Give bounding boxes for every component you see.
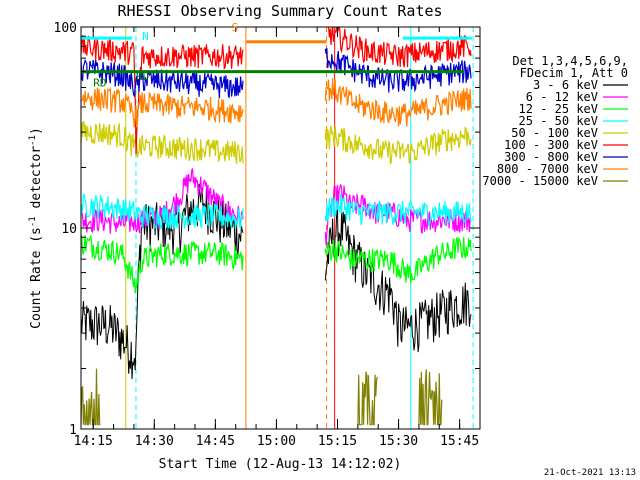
y-label-exponent: -1 [28,216,38,227]
annotation-0: N [142,30,149,43]
legend-label-1: 6 - 12 keV [526,90,598,104]
series-line-5 [81,27,472,155]
x-axis-label: Start Time (12-Aug-13 14:12:02) [159,457,402,472]
y-label-tail: detector [29,146,44,217]
annotation-2: RD [93,76,106,89]
y-tick-label-0: 1 [69,423,77,438]
annotation-1: RD [136,70,149,83]
x-tick-label-6: 15:45 [440,434,479,449]
y-tick-label-1: 10 [61,222,77,237]
chart-title: RHESSI Observing Summary Count Rates [117,2,442,20]
series-line-8 [81,368,443,426]
series-line-3 [81,193,472,230]
x-tick-label-5: 15:30 [379,434,418,449]
series-line-7 [81,78,472,128]
x-tick-label-4: 15:15 [318,434,357,449]
y-label-main: Count Rate (s [29,227,44,329]
y-tick-label-2: 100 [54,21,77,36]
legend-header-2: FDecim 1, Att 0 [520,66,628,80]
series-line-4 [81,120,472,165]
legend: Det 1,3,4,5,6,9, FDecim 1, Att 0 3 - 6 k… [482,54,628,188]
legend-label-5: 100 - 300 keV [504,138,598,152]
legend-header-1: Det 1,3,4,5,6,9, [512,54,628,68]
legend-label-6: 300 - 800 keV [504,150,598,164]
x-tick-label-2: 14:45 [196,434,235,449]
legend-label-4: 50 - 100 keV [511,126,598,140]
series-line-2 [81,234,472,294]
y-label-close: ) [29,127,44,135]
x-tick-label-0: 14:15 [74,434,113,449]
x-tick-label-3: 15:00 [257,434,296,449]
legend-label-7: 800 - 7000 keV [497,162,598,176]
series-line-1 [81,168,472,246]
y-label-exponent-2: -1 [28,135,38,146]
legend-label-0: 3 - 6 keV [533,78,598,92]
annotation-3: S [232,21,239,34]
legend-label-8: 7000 - 15000 keV [482,174,598,188]
svg-text:Count Rate (s-1 detector-1): Count Rate (s-1 detector-1) [28,127,44,329]
legend-label-2: 12 - 25 keV [519,102,598,116]
x-tick-label-1: 14:30 [135,434,174,449]
footer-date: 21-Oct-2021 13:13 [544,468,636,478]
y-axis-label: Count Rate (s-1 detector-1) [28,127,44,329]
legend-label-3: 25 - 50 keV [519,114,598,128]
